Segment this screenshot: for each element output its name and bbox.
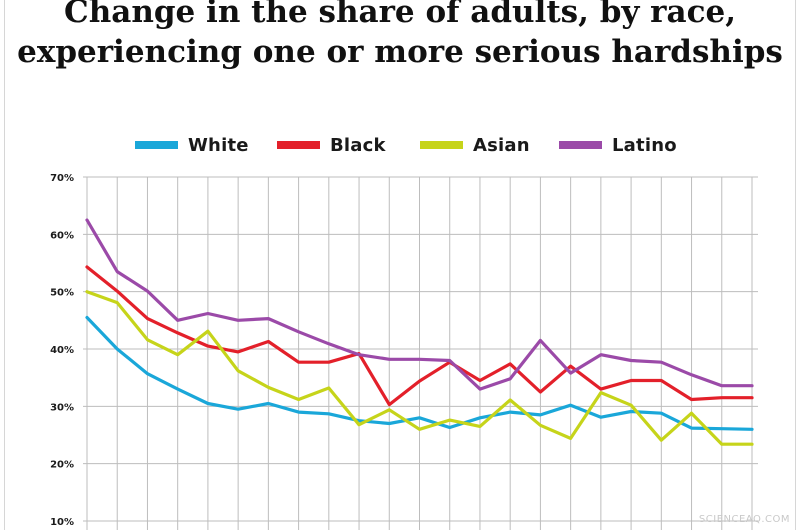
legend-item-white: White <box>135 133 249 157</box>
chart-title: Change in the share of adults, by race, … <box>0 0 800 72</box>
legend-label-black: Black <box>330 134 386 156</box>
series-line-black <box>85 265 754 407</box>
legend-item-asian: Asian <box>420 133 530 157</box>
y-axis: 10% 20% 30% 40% 50% 60% 70% <box>50 173 74 528</box>
y-tick-label: 40% <box>50 345 74 356</box>
chart-series-lines <box>85 218 754 446</box>
y-tick-label: 60% <box>50 230 74 241</box>
legend-item-latino: Latino <box>559 133 677 157</box>
y-tick-label: 70% <box>50 173 74 184</box>
legend-label-white: White <box>188 134 249 156</box>
legend-swatch-latino <box>559 141 602 149</box>
chart-legend: White Black Asian Latino <box>0 133 800 157</box>
legend-item-black: Black <box>277 133 386 157</box>
y-tick-label: 10% <box>50 517 74 528</box>
series-line-latino <box>85 218 754 391</box>
watermark: SCIENCEAQ.COM <box>698 514 790 525</box>
y-tick-label: 30% <box>50 402 74 413</box>
series-line-asian <box>85 290 754 446</box>
y-tick-label: 50% <box>50 288 74 299</box>
legend-swatch-black <box>277 141 320 149</box>
chart-title-line-1: Change in the share of adults, by race, <box>64 0 736 30</box>
series-line-white <box>85 315 754 431</box>
chart-grid <box>83 176 758 530</box>
y-tick-label: 20% <box>50 460 74 471</box>
legend-swatch-asian <box>420 141 463 149</box>
legend-swatch-white <box>135 141 178 149</box>
legend-label-latino: Latino <box>612 134 677 156</box>
figure-frame <box>4 0 796 530</box>
legend-label-asian: Asian <box>473 134 530 156</box>
chart-title-line-2: experiencing one or more serious hardshi… <box>17 34 783 70</box>
